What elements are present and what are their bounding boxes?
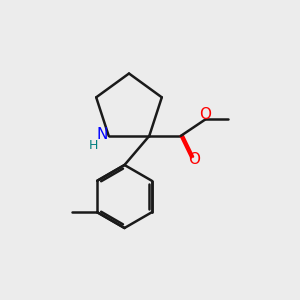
Text: N: N <box>96 127 108 142</box>
Text: O: O <box>200 106 211 122</box>
Text: H: H <box>88 139 98 152</box>
Text: O: O <box>188 152 200 167</box>
